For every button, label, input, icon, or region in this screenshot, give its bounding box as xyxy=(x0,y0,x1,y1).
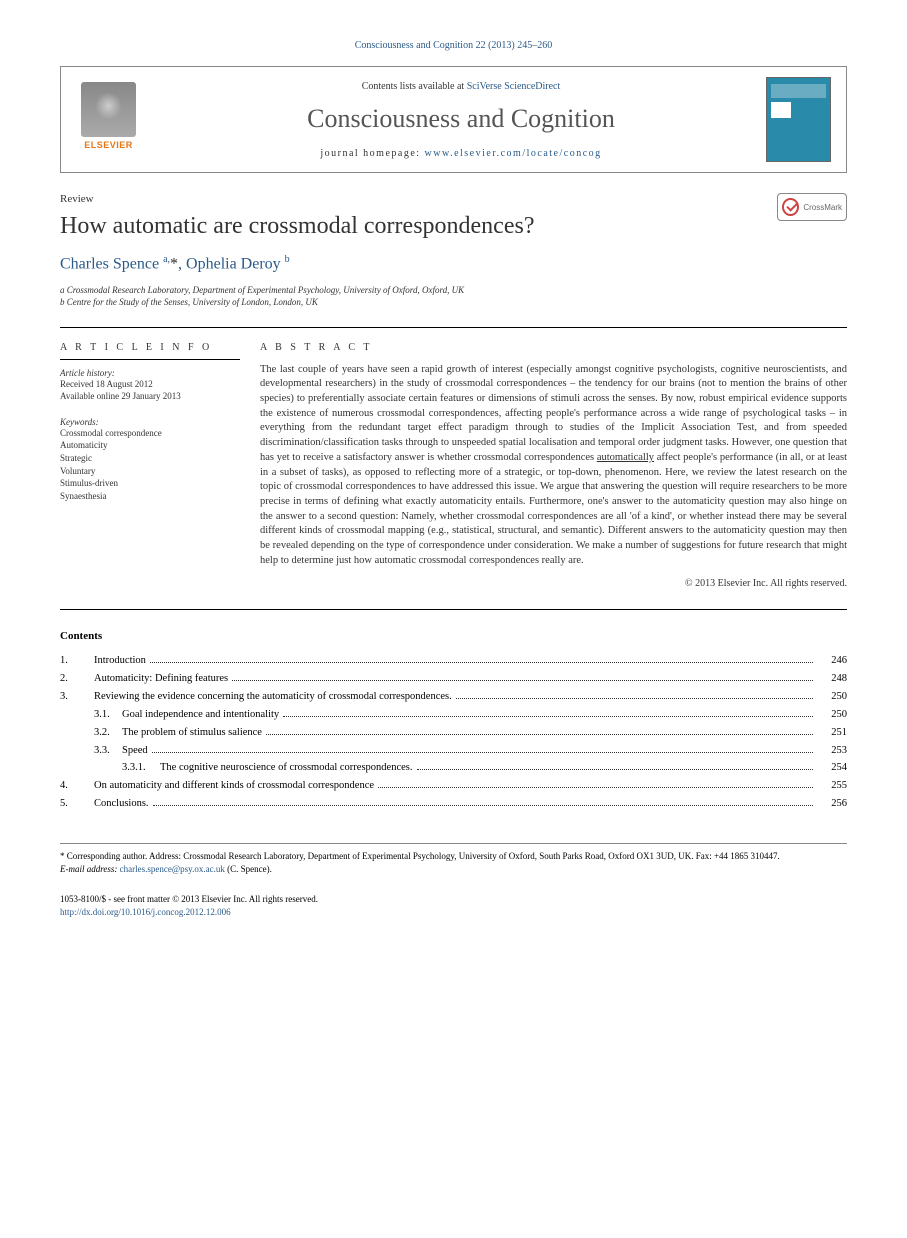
toc-leader-dots xyxy=(283,716,813,717)
elsevier-logo: ELSEVIER xyxy=(76,82,141,157)
toc-title: On automaticity and different kinds of c… xyxy=(94,777,374,795)
toc-row[interactable]: 2.Automaticity: Defining features 248 xyxy=(60,670,847,688)
toc-number: 4. xyxy=(60,777,94,795)
footer-bottom: 1053-8100/$ - see front matter © 2013 El… xyxy=(60,893,847,920)
authors-line: Charles Spence a,*, Ophelia Deroy b xyxy=(60,254,847,273)
toc-number: 3.3.1. xyxy=(122,759,160,777)
online-date: Available online 29 January 2013 xyxy=(60,390,240,403)
toc-page: 251 xyxy=(817,724,847,742)
affiliation-line: a Crossmodal Research Laboratory, Depart… xyxy=(60,284,847,297)
toc-row[interactable]: 4.On automaticity and different kinds of… xyxy=(60,777,847,795)
crossmark-label: CrossMark xyxy=(803,203,842,212)
toc-page: 250 xyxy=(817,688,847,706)
footer: * Corresponding author. Address: Crossmo… xyxy=(60,843,847,877)
contents-heading: Contents xyxy=(60,630,847,642)
toc-number: 3.3. xyxy=(94,742,122,760)
author-email[interactable]: charles.spence@psy.ox.ac.uk xyxy=(120,864,225,874)
toc-page: 250 xyxy=(817,706,847,724)
toc-page: 253 xyxy=(817,742,847,760)
toc-title: Reviewing the evidence concerning the au… xyxy=(94,688,452,706)
toc-number: 1. xyxy=(60,652,94,670)
toc-title: Introduction xyxy=(94,652,146,670)
toc-page: 255 xyxy=(817,777,847,795)
toc-row[interactable]: 3.Reviewing the evidence concerning the … xyxy=(60,688,847,706)
journal-cover-thumbnail xyxy=(766,77,831,162)
keyword-item: Voluntary xyxy=(60,465,240,478)
abstract-heading: A B S T R A C T xyxy=(260,342,847,353)
toc-title: Goal independence and intentionality xyxy=(122,706,279,724)
toc-leader-dots xyxy=(378,787,813,788)
keyword-item: Crossmodal correspondence xyxy=(60,427,240,440)
doi-link[interactable]: http://dx.doi.org/10.1016/j.concog.2012.… xyxy=(60,906,847,920)
toc-number: 5. xyxy=(60,795,94,813)
contents-prefix: Contents lists available at xyxy=(362,81,467,92)
journal-reference: Consciousness and Cognition 22 (2013) 24… xyxy=(60,40,847,51)
crossmark-badge[interactable]: CrossMark xyxy=(777,193,847,221)
toc-leader-dots xyxy=(266,734,813,735)
toc-leader-dots xyxy=(153,805,813,806)
copyright-line: © 2013 Elsevier Inc. All rights reserved… xyxy=(260,578,847,589)
toc-title: Speed xyxy=(122,742,148,760)
toc-row[interactable]: 1.Introduction 246 xyxy=(60,652,847,670)
toc-number: 3.1. xyxy=(94,706,122,724)
elsevier-label: ELSEVIER xyxy=(84,140,133,150)
toc-leader-dots xyxy=(150,662,813,663)
toc-row[interactable]: 5.Conclusions. 256 xyxy=(60,795,847,813)
toc-title: Automaticity: Defining features xyxy=(94,670,228,688)
keyword-item: Stimulus-driven xyxy=(60,477,240,490)
toc-row[interactable]: 3.1.Goal independence and intentionality… xyxy=(60,706,847,724)
abstract-text: The last couple of years have seen a rap… xyxy=(260,363,847,569)
email-suffix: (C. Spence). xyxy=(225,864,272,874)
toc-number: 3.2. xyxy=(94,724,122,742)
toc-row[interactable]: 3.3.Speed 253 xyxy=(60,742,847,760)
homepage-prefix: journal homepage: xyxy=(320,148,424,159)
elsevier-tree-icon xyxy=(81,82,136,137)
article-title: How automatic are crossmodal corresponde… xyxy=(60,211,847,242)
toc-row[interactable]: 3.2.The problem of stimulus salience 251 xyxy=(60,724,847,742)
history-label: Article history: xyxy=(60,368,240,378)
toc-title: Conclusions. xyxy=(94,795,149,813)
table-of-contents: 1.Introduction2462.Automaticity: Definin… xyxy=(60,652,847,813)
toc-leader-dots xyxy=(417,769,814,770)
toc-title: The problem of stimulus salience xyxy=(122,724,262,742)
article-type: Review xyxy=(60,193,847,205)
toc-title: The cognitive neuroscience of crossmodal… xyxy=(160,759,413,777)
email-label: E-mail address: xyxy=(60,864,120,874)
affiliations: a Crossmodal Research Laboratory, Depart… xyxy=(60,284,847,309)
toc-page: 248 xyxy=(817,670,847,688)
issn-line: 1053-8100/$ - see front matter © 2013 El… xyxy=(60,893,847,907)
journal-homepage-line: journal homepage: www.elsevier.com/locat… xyxy=(156,148,766,159)
toc-page: 254 xyxy=(817,759,847,777)
toc-leader-dots xyxy=(456,698,813,699)
toc-page: 246 xyxy=(817,652,847,670)
keyword-item: Synaesthesia xyxy=(60,490,240,503)
contents-available-line: Contents lists available at SciVerse Sci… xyxy=(156,81,766,92)
toc-number: 2. xyxy=(60,670,94,688)
corresponding-author: * Corresponding author. Address: Crossmo… xyxy=(60,850,847,864)
toc-number: 3. xyxy=(60,688,94,706)
keyword-item: Automaticity xyxy=(60,439,240,452)
toc-leader-dots xyxy=(232,680,813,681)
homepage-url[interactable]: www.elsevier.com/locate/concog xyxy=(425,148,602,159)
journal-header-box: ELSEVIER Contents lists available at Sci… xyxy=(60,66,847,173)
keyword-item: Strategic xyxy=(60,452,240,465)
article-info-heading: A R T I C L E I N F O xyxy=(60,342,240,360)
crossmark-icon xyxy=(782,198,799,216)
received-date: Received 18 August 2012 xyxy=(60,378,240,391)
toc-leader-dots xyxy=(152,752,813,753)
toc-row[interactable]: 3.3.1.The cognitive neuroscience of cros… xyxy=(60,759,847,777)
affiliation-line: b Centre for the Study of the Senses, Un… xyxy=(60,296,847,309)
keywords-label: Keywords: xyxy=(60,417,240,427)
toc-page: 256 xyxy=(817,795,847,813)
journal-name: Consciousness and Cognition xyxy=(156,104,766,134)
sciencedirect-link[interactable]: SciVerse ScienceDirect xyxy=(467,81,561,92)
